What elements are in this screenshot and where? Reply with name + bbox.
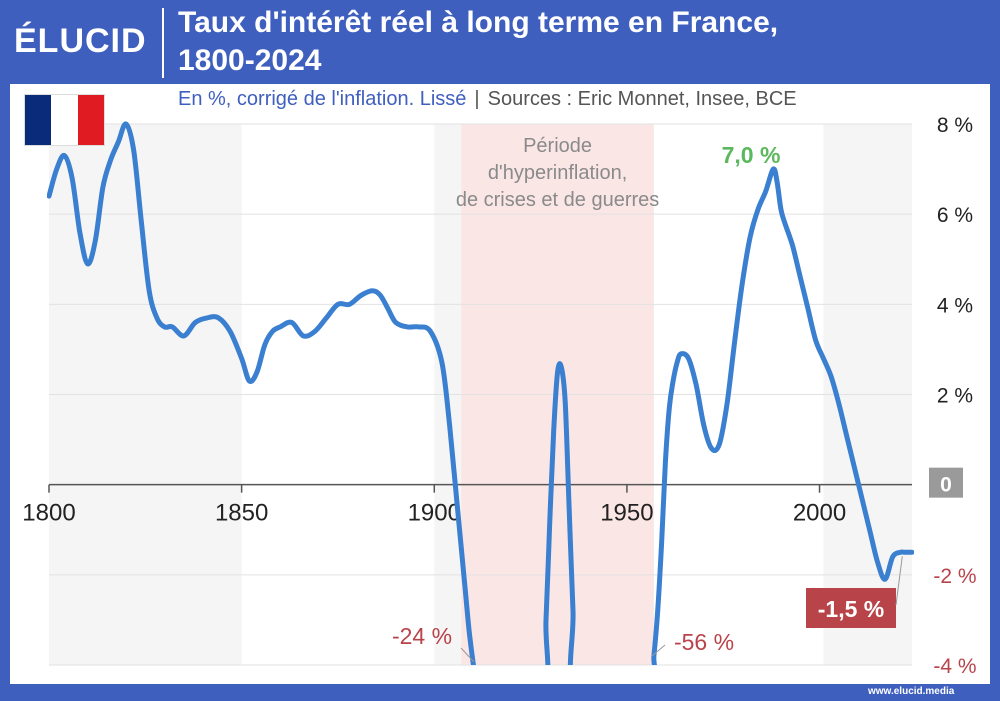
peak-annotation: 7,0 %: [722, 142, 781, 168]
chart-title-line2: 1800-2024: [178, 44, 322, 77]
x-tick-label: 1900: [408, 500, 461, 527]
y-tick-label: 0: [940, 474, 952, 497]
hyperinflation-label: de crises et de guerres: [456, 189, 659, 211]
chart-title-line1: Taux d'intérêt réel à long terme en Fran…: [178, 6, 779, 39]
annotation-box: [806, 588, 896, 628]
y-tick-label: -2 %: [933, 565, 976, 588]
hyperinflation-label: d'hyperinflation,: [488, 162, 627, 184]
annotation-connector: [460, 647, 475, 663]
x-tick-label: 2000: [793, 500, 846, 527]
annotation-connector: [895, 556, 903, 606]
flag-white-stripe: [51, 95, 78, 145]
chart-title: Taux d'intérêt réel à long terme en Fran…: [178, 4, 988, 80]
y-tick-label: 2 %: [937, 385, 973, 408]
last-value-annotation: -1,5 %: [818, 596, 884, 622]
min-annotation: -56 %: [674, 629, 734, 655]
subtitle-separator: |: [474, 88, 480, 110]
flag-red-stripe: [77, 95, 104, 145]
chart-sources: Sources : Eric Monnet, Insee, BCE: [487, 88, 797, 110]
y-tick-label: -4 %: [933, 655, 976, 678]
x-tick-label: 1800: [22, 500, 75, 527]
elucid-logo: ÉLUCID: [14, 22, 147, 60]
france-flag-icon: [24, 94, 105, 146]
y-tick-label: 6 %: [937, 204, 973, 227]
min-annotation: -24 %: [392, 623, 452, 649]
y-tick-label: 8 %: [937, 114, 973, 137]
flag-blue-stripe: [25, 95, 52, 145]
footer-website[interactable]: www.elucid.media: [868, 686, 955, 697]
zero-badge: [929, 467, 963, 498]
subtitle-row: En %, corrigé de l'inflation. Lissé | Sour…: [178, 88, 797, 111]
header-divider: [162, 8, 164, 78]
hyperinflation-label: Période: [523, 135, 592, 157]
series-line: [47, 121, 914, 665]
chart-subtitle: En %, corrigé de l'inflation. Lissé: [178, 88, 467, 110]
x-tick-label: 1850: [215, 500, 268, 527]
x-tick-label: 1950: [600, 500, 653, 527]
y-tick-label: 4 %: [937, 294, 973, 317]
annotation-connector: [651, 644, 666, 657]
header-bar: ÉLUCID Taux d'intérêt réel à long terme …: [0, 0, 1000, 84]
